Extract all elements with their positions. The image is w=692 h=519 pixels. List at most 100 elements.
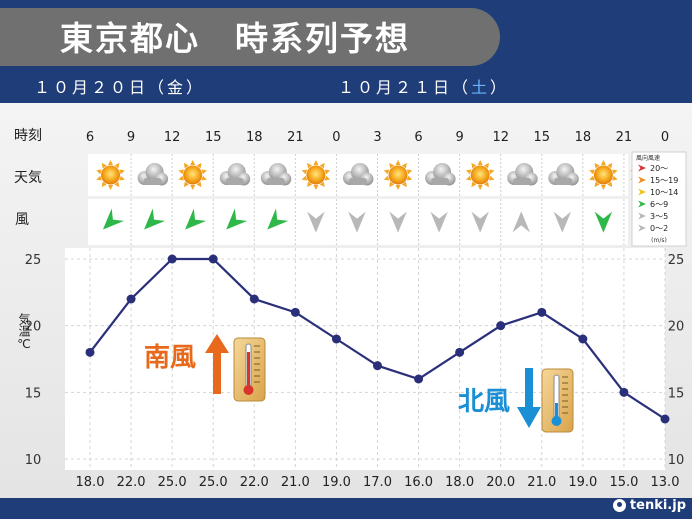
cloud-base <box>513 178 532 185</box>
wind-arrow-shape <box>387 209 409 236</box>
temperature-value-label: 22.0 <box>117 475 146 490</box>
sun-ray <box>190 185 196 190</box>
wind-arrow-shape <box>265 206 291 232</box>
temperature-value-label: 17.0 <box>363 475 392 490</box>
sun-ray <box>190 160 196 165</box>
temperature-value-label: 19.0 <box>322 475 351 490</box>
title-banner <box>0 8 500 66</box>
sun-ray <box>178 169 184 175</box>
sun-icon <box>383 160 413 190</box>
south-arrow-shaft <box>213 352 221 394</box>
cloud-icon <box>260 163 292 186</box>
day1-date-text: １０月２０日 <box>34 78 149 97</box>
sun-icon <box>178 160 207 190</box>
page-title: 東京都心 時系列予想 <box>60 19 410 58</box>
time-label: 6 <box>414 130 422 145</box>
cloud-icon <box>342 163 374 186</box>
temperature-point <box>660 414 670 424</box>
temperature-value-label: 18.0 <box>76 475 105 490</box>
cloud-icon <box>137 163 169 186</box>
wind-legend-arrow-icon <box>638 200 646 208</box>
sun-ray <box>406 169 413 175</box>
sun-ray <box>319 162 325 169</box>
day2-date-text: １０月２１日 <box>338 78 453 97</box>
wind-arrow-icon <box>183 206 209 232</box>
thermometer-fill <box>555 403 558 419</box>
sun-icon <box>301 160 331 190</box>
temperature-point <box>496 321 506 331</box>
temperature-value-label: 25.0 <box>199 475 228 490</box>
sun-ray <box>119 169 125 175</box>
cloud-icon <box>219 163 251 186</box>
sun-ray <box>401 162 407 169</box>
time-label: 12 <box>492 130 509 145</box>
wind-legend-arrow-icon <box>638 212 646 220</box>
wind-arrow-icon <box>551 209 573 236</box>
sun-ray <box>201 169 207 175</box>
wind-legend-arrow <box>638 164 646 172</box>
sun-ray <box>471 162 477 169</box>
day2-weekday-close: ） <box>490 78 510 97</box>
temperature-point <box>126 294 136 304</box>
sun-ray <box>471 181 477 188</box>
cloud-base <box>348 178 367 185</box>
wind-arrow-shape <box>592 209 614 236</box>
sun-disc <box>388 165 408 185</box>
wind-legend-arrow-icon <box>638 176 646 184</box>
y-tick-left: 10 <box>25 453 42 468</box>
sun-ray <box>395 185 401 190</box>
wind-legend-arrow-icon <box>638 188 646 196</box>
day2-date: １０月２１日（土） <box>338 74 509 98</box>
plot-area <box>65 248 665 470</box>
time-label: 18 <box>575 130 592 145</box>
wind-arrow-shape <box>469 209 491 236</box>
wind-arrow-icon <box>428 209 450 236</box>
sun-ray <box>183 162 189 169</box>
sun-ray <box>607 181 613 188</box>
sun-ray <box>313 160 319 165</box>
sun-ray <box>114 181 120 188</box>
sun-ray <box>324 169 331 175</box>
sun-ray <box>313 185 319 190</box>
y-tick-left: 20 <box>25 320 42 335</box>
time-label: 3 <box>373 130 381 145</box>
sun-ray <box>108 185 114 190</box>
temperature-point <box>208 254 218 264</box>
wind-arrow-icon <box>101 206 127 232</box>
wind-legend-arrow <box>638 176 646 184</box>
y-tick-right: 25 <box>668 253 685 268</box>
sun-ray <box>589 169 595 175</box>
time-label: 6 <box>86 130 94 145</box>
wind-legend-unit: (m/s) <box>651 237 667 244</box>
sun-ray <box>477 160 483 165</box>
temperature-point <box>373 361 382 371</box>
thermometer-fill <box>247 352 250 388</box>
time-label: 0 <box>661 130 669 145</box>
cloud-icon <box>507 163 538 186</box>
wind-legend-label: 20～ <box>650 164 668 173</box>
tenki-logo-icon <box>612 499 626 512</box>
sun-disc <box>306 165 326 185</box>
sun-disc <box>183 165 203 185</box>
temperature-point <box>414 374 424 384</box>
day2-weekday: 土 <box>471 78 491 97</box>
south-wind-label: 南風 <box>144 343 196 373</box>
sun-icon <box>96 160 125 190</box>
cloud-base <box>554 178 573 185</box>
y-tick-right: 15 <box>668 386 685 401</box>
wind-arrow-icon <box>592 209 614 236</box>
wind-arrow-shape <box>183 206 209 232</box>
temperature-point <box>249 294 259 304</box>
cloud-base <box>266 178 285 185</box>
sun-ray <box>389 162 395 169</box>
time-label: 12 <box>164 130 181 145</box>
sun-ray <box>612 169 618 175</box>
time-label: 21 <box>287 130 304 145</box>
sun-ray <box>119 175 125 181</box>
wind-arrow-icon <box>387 209 409 236</box>
sun-ray <box>114 162 120 169</box>
sun-ray <box>465 169 472 175</box>
thermometer-bulb <box>243 385 254 395</box>
wind-legend-title: 風向風速 <box>636 154 660 162</box>
wind-legend-label: 10～14 <box>650 188 678 197</box>
